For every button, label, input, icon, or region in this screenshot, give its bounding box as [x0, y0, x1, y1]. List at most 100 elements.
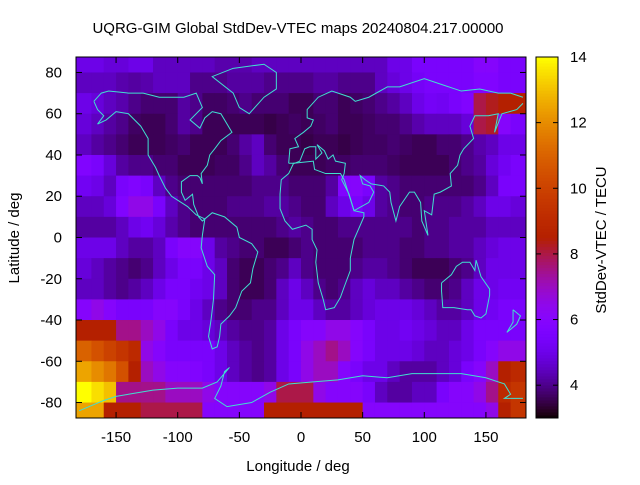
heatmap-cell: [411, 154, 425, 177]
heatmap-cell: [436, 154, 450, 177]
heatmap-cell: [103, 216, 117, 238]
heatmap-cell: [128, 299, 142, 321]
heatmap-cell: [177, 113, 191, 135]
heatmap-cell: [313, 320, 327, 342]
heatmap-cell: [177, 175, 191, 197]
x-axis-label: Longitude / deg: [246, 458, 349, 475]
heatmap-cell: [202, 340, 216, 362]
heatmap-cell: [202, 402, 216, 419]
heatmap-cell: [288, 72, 302, 94]
heatmap-cell: [510, 113, 527, 135]
heatmap-cell: [140, 154, 154, 177]
heatmap-cell: [103, 340, 117, 362]
heatmap-cell: [411, 134, 425, 156]
heatmap-cell: [399, 175, 413, 197]
colorbar-segment: [536, 132, 558, 136]
heatmap-cell: [387, 237, 401, 259]
heatmap-cell: [214, 154, 228, 177]
heatmap-cell: [214, 57, 228, 73]
heatmap-cell: [76, 361, 92, 383]
colorbar-segment: [536, 111, 558, 115]
heatmap-cell: [103, 72, 117, 94]
heatmap-cell: [76, 278, 92, 300]
heatmap-cell: [153, 113, 166, 135]
colorbar-segment: [536, 69, 558, 73]
heatmap-cell: [76, 57, 92, 73]
heatmap-cell: [337, 113, 351, 135]
heatmap-cell: [288, 361, 302, 383]
colorbar-segment: [536, 261, 558, 266]
colorbar-segment: [536, 123, 558, 127]
heatmap-cell: [510, 237, 527, 259]
heatmap-cell: [461, 93, 475, 115]
heatmap-cell: [264, 278, 277, 300]
x-tick-label: -50: [229, 429, 251, 446]
colorbar-segment: [536, 243, 558, 248]
heatmap-cell: [264, 113, 277, 135]
heatmap-cell: [374, 299, 388, 321]
heatmap-cell: [276, 361, 290, 383]
heatmap-cell: [202, 175, 216, 197]
heatmap-cell: [411, 361, 425, 383]
heatmap-cell: [76, 93, 92, 115]
heatmap-cell: [251, 134, 265, 156]
colorbar-segment: [536, 381, 558, 386]
heatmap-cell: [399, 361, 413, 383]
colorbar-segment: [536, 363, 558, 368]
heatmap-cell: [399, 402, 413, 419]
colorbar-segment: [536, 165, 558, 169]
coastline: [211, 63, 277, 115]
colorbar-segment: [536, 264, 558, 269]
heatmap-cell: [190, 134, 203, 156]
heatmap-cell: [103, 320, 117, 342]
heatmap-cell: [399, 93, 413, 115]
heatmap-cell: [313, 340, 327, 362]
heatmap-cell: [91, 134, 105, 156]
heatmap-cell: [128, 258, 142, 280]
heatmap-cell: [448, 216, 462, 238]
colorbar-label: StdDev-VTEC / TECU: [593, 166, 610, 313]
heatmap-cell: [325, 278, 339, 300]
heatmap-cell: [264, 216, 277, 238]
heatmap-cell: [510, 299, 527, 321]
heatmap-cell: [103, 175, 117, 197]
heatmap-cell: [350, 278, 364, 300]
colorbar-tick-label: 8: [570, 246, 578, 263]
heatmap-cell: [91, 237, 105, 259]
heatmap-cell: [276, 113, 290, 135]
heatmap-cell: [153, 237, 166, 259]
heatmap-cell: [227, 258, 240, 280]
heatmap-cell: [301, 216, 314, 238]
heatmap-cell: [362, 72, 376, 94]
heatmap-cell: [325, 237, 339, 259]
heatmap-cell: [177, 57, 191, 73]
heatmap-cell: [313, 154, 327, 177]
heatmap-cell: [411, 237, 425, 259]
heatmap-cell: [350, 361, 364, 383]
heatmap-cell: [239, 113, 253, 135]
colorbar-segment: [536, 255, 558, 260]
heatmap-cell: [485, 175, 499, 197]
heatmap-cell: [325, 340, 339, 362]
colorbar-segment: [536, 174, 558, 178]
heatmap-cell: [399, 72, 413, 94]
heatmap-cell: [313, 196, 327, 218]
x-tick-label: 0: [297, 429, 305, 446]
heatmap-cell: [325, 299, 339, 321]
heatmap-cell: [424, 402, 438, 419]
heatmap-cell: [337, 134, 351, 156]
heatmap-cell: [399, 216, 413, 238]
heatmap-cell: [140, 134, 154, 156]
heatmap-cell: [510, 93, 527, 115]
heatmap-cell: [153, 93, 166, 115]
heatmap-cell: [239, 134, 253, 156]
heatmap-cell: [510, 72, 527, 94]
heatmap-cell: [227, 278, 240, 300]
heatmap-cell: [399, 381, 413, 404]
colorbar-segment: [536, 306, 558, 311]
heatmap-cell: [424, 361, 438, 383]
heatmap-cell: [128, 278, 142, 300]
heatmap-cell: [76, 134, 92, 156]
heatmap-cell: [103, 258, 117, 280]
heatmap-cell: [165, 320, 179, 342]
